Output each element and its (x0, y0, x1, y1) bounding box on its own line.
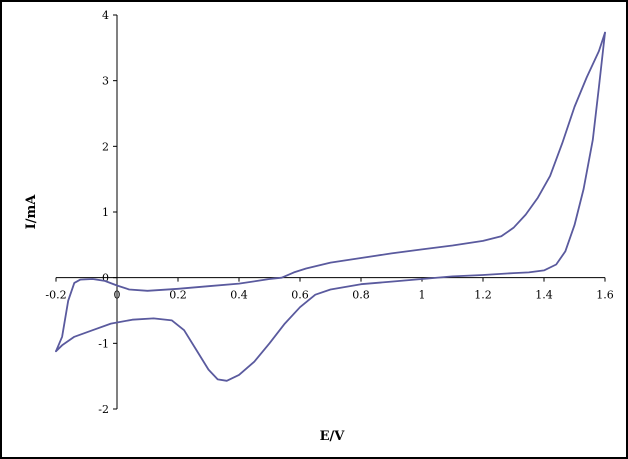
y-tick-label: 4 (102, 9, 109, 22)
y-axis-label: I/mA (24, 194, 39, 230)
y-tick-label: 3 (102, 75, 109, 88)
y-tick-label: 1 (102, 206, 109, 219)
x-axis-label: E/V (320, 429, 346, 444)
x-tick-label: 1.4 (535, 289, 553, 302)
x-tick-label: 1.2 (474, 289, 492, 302)
x-tick-label: 0.2 (169, 289, 187, 302)
x-tick-label: 0.4 (230, 289, 248, 302)
x-tick-label: 0.6 (291, 289, 309, 302)
y-tick-label: 2 (102, 140, 109, 153)
x-tick-label: -0.2 (45, 289, 66, 302)
x-tick-label: 1.6 (596, 289, 614, 302)
y-tick-label: -1 (98, 337, 109, 350)
x-axis: -0.2 0 0.2 0.4 0.6 0.8 1 1.2 1.4 1.6 (45, 277, 614, 302)
x-tick-label: 0 (114, 289, 121, 302)
x-tick-label: 0.8 (352, 289, 370, 302)
series-line-2 (55, 31, 606, 382)
x-tick-label: 1 (419, 289, 426, 302)
series-group (55, 31, 606, 382)
y-tick-label: -2 (98, 403, 109, 416)
y-axis: -2 -1 0 1 2 3 4 (98, 9, 118, 416)
series-line-1 (55, 31, 606, 353)
